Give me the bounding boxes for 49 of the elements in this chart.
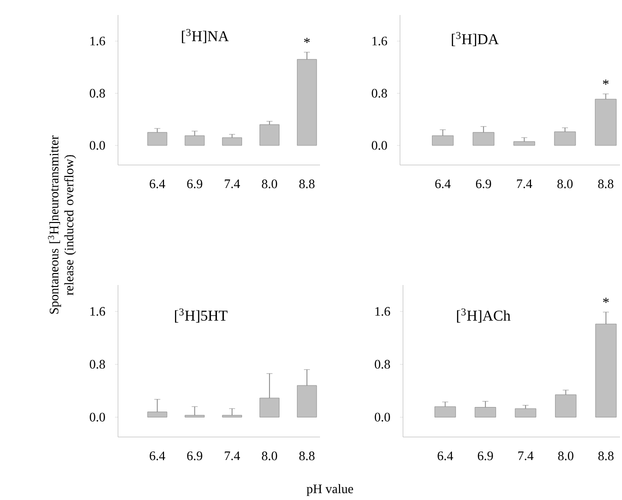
annotation: * <box>304 38 310 43</box>
bar <box>514 408 536 418</box>
x-tick-label: 6.9 <box>187 452 202 460</box>
x-tick-label: 7.4 <box>518 452 534 460</box>
y-tick-label: 1.6 <box>375 307 390 316</box>
y-tick-label: 1.6 <box>372 36 388 46</box>
x-tick-label: 8.8 <box>299 180 315 188</box>
x-tick-label: 8.0 <box>557 180 573 188</box>
x-tick-label: 7.4 <box>517 180 532 188</box>
y-tick-label: 1.6 <box>90 307 106 316</box>
x-tick-label: 7.4 <box>224 180 240 188</box>
text: [$^{3}$H]5HT <box>175 308 228 323</box>
bar <box>434 406 456 418</box>
x-tick-label: 6.9 <box>478 452 493 460</box>
x-tick-label: 6.4 <box>150 180 166 188</box>
bar <box>554 132 576 146</box>
x-tick-label: 8.8 <box>598 452 614 460</box>
y-tick-label: 0.8 <box>90 360 105 369</box>
y-tick-label: 0.8 <box>90 88 105 98</box>
x-axis-title: pH value <box>306 484 354 496</box>
bar <box>555 394 576 418</box>
text: [$^{3}$H]ACh <box>457 308 510 323</box>
text: [$^{3}$H]NA <box>182 28 229 44</box>
x-tick-label: 6.9 <box>476 180 492 188</box>
y-tick-label: 0.0 <box>372 141 387 150</box>
y-tick-label: 0.0 <box>90 141 105 150</box>
y-tick-label: 0.8 <box>374 360 390 369</box>
x-tick-label: 8.0 <box>558 452 574 460</box>
annotation: * <box>602 80 609 85</box>
bar <box>222 137 242 146</box>
x-tick-label: 8.0 <box>262 452 278 460</box>
x-tick-label: 7.4 <box>224 452 240 460</box>
x-tick-label: 6.9 <box>187 180 202 188</box>
bar <box>513 141 536 146</box>
x-tick-label: 8.0 <box>262 180 278 188</box>
bar <box>260 124 280 146</box>
bar <box>184 135 205 146</box>
y-tick-label: 0.0 <box>374 412 390 422</box>
x-tick-label: 8.8 <box>598 180 614 188</box>
x-tick-label: 6.4 <box>438 452 454 460</box>
annotation: * <box>603 298 609 303</box>
x-tick-label: 8.8 <box>299 452 315 460</box>
y-tick-label: 1.6 <box>90 36 106 46</box>
text: [$^{3}$H]DA <box>452 32 499 46</box>
y-tick-label: 0.0 <box>90 412 105 422</box>
bar <box>147 132 168 146</box>
y-tick-label: 0.8 <box>372 88 387 98</box>
x-tick-label: 6.4 <box>435 180 451 188</box>
x-tick-label: 6.4 <box>150 452 166 460</box>
